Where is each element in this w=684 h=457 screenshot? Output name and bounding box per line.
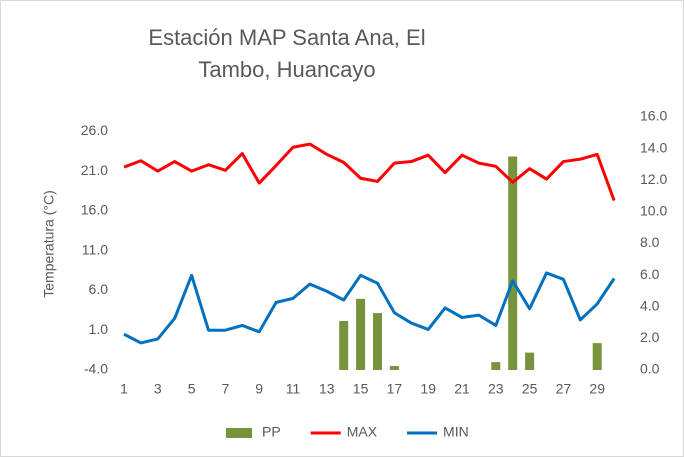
x-tick-label: 27	[556, 381, 572, 397]
bar	[339, 320, 349, 370]
y2-tick-label: 10.0	[640, 203, 667, 219]
legend-swatch	[226, 428, 252, 438]
y-axis-label: Temperatura (°C)	[41, 190, 57, 298]
x-tick-label: 23	[488, 381, 504, 397]
bar	[389, 366, 399, 370]
bar	[525, 352, 535, 370]
y-tick-label: 21.0	[81, 162, 108, 178]
legend-label: PP	[262, 424, 281, 440]
x-tick-label: 9	[255, 381, 263, 397]
bar	[592, 343, 602, 370]
line	[123, 142, 616, 202]
chart-title: Estación MAP Santa Ana, El Tambo, Huanca…	[148, 25, 426, 82]
y2-tick-label: 14.0	[640, 139, 667, 155]
x-tick-label: 7	[222, 381, 230, 397]
x-tick-label: 29	[589, 381, 605, 397]
y2-tick-label: 8.0	[640, 234, 660, 250]
x-tick-label: 25	[522, 381, 538, 397]
y-tick-label: 16.0	[81, 202, 108, 218]
bar	[356, 298, 366, 370]
x-tick-label: 15	[353, 381, 369, 397]
x-tick-label: 11	[286, 381, 301, 397]
legend-label: MAX	[347, 424, 378, 440]
y2-tick-label: 16.0	[640, 108, 667, 124]
bar	[508, 156, 518, 370]
x-tick-label: 5	[188, 381, 196, 397]
y-tick-label: 1.0	[89, 321, 109, 337]
x-tick-label: 1	[120, 381, 128, 397]
y2-tick-label: 2.0	[640, 329, 660, 345]
x-tick-label: 17	[387, 381, 403, 397]
y-tick-label: 11.0	[82, 241, 108, 257]
y-tick-label: 26.0	[81, 122, 108, 138]
x-tick-label: 13	[319, 381, 335, 397]
legend-label: MIN	[443, 424, 469, 440]
y2-tick-label: 4.0	[640, 297, 660, 313]
y2-tick-label: 0.0	[640, 361, 660, 377]
y-tick-label: 6.0	[89, 281, 109, 297]
x-tick-label: 3	[154, 381, 162, 397]
bar	[491, 362, 501, 370]
bar	[373, 313, 382, 370]
y-tick-label: -4.0	[84, 361, 108, 377]
x-tick-label: 19	[420, 381, 436, 397]
y2-tick-label: 12.0	[640, 171, 667, 187]
y2-tick-label: 6.0	[640, 266, 660, 282]
x-tick-label: 21	[454, 381, 470, 397]
line	[123, 271, 616, 345]
